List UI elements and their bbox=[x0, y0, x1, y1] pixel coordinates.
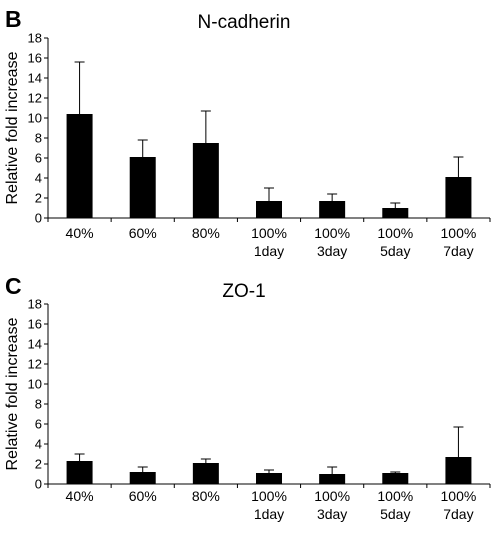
x-category-label: 60% bbox=[129, 488, 157, 504]
x-category-label-line: 100% bbox=[314, 488, 350, 504]
bar bbox=[256, 473, 282, 484]
y-tick-label: 16 bbox=[28, 51, 42, 66]
x-category-label-line: 1day bbox=[254, 506, 284, 522]
chart-panel-c: C ZO-1 Relative fold increase 0 2 4 6 8 10 12 14 16… bbox=[4, 273, 491, 522]
x-category-label: 40% bbox=[66, 225, 94, 241]
bar bbox=[382, 208, 409, 218]
x-category-label-line: 100% bbox=[377, 225, 413, 241]
x-category-label-line: 1day bbox=[254, 243, 284, 259]
bar bbox=[445, 177, 472, 218]
bar bbox=[129, 472, 156, 484]
x-category-label: 80% bbox=[192, 225, 220, 241]
x-category-label: 100% 7day bbox=[441, 225, 477, 259]
chart-title: N-cadherin bbox=[198, 12, 291, 33]
y-axis-label: Relative fold increase bbox=[4, 51, 21, 204]
y-tick-label: 2 bbox=[35, 457, 42, 472]
x-category-label-line: 60% bbox=[129, 488, 157, 504]
y-tick-label: 18 bbox=[28, 297, 42, 312]
y-tick-label: 6 bbox=[35, 417, 42, 432]
x-category-label-line: 100% bbox=[314, 225, 350, 241]
x-category-label-line: 3day bbox=[317, 243, 347, 259]
chart-title: ZO-1 bbox=[222, 281, 265, 302]
x-category-label: 100% 5day bbox=[377, 225, 413, 259]
panel-letter: B bbox=[5, 6, 22, 32]
y-tick-label: 16 bbox=[28, 317, 42, 332]
y-tick-label: 10 bbox=[28, 111, 42, 126]
y-tick-label: 4 bbox=[35, 171, 42, 186]
bar bbox=[382, 473, 409, 484]
x-category-label: 80% bbox=[192, 488, 220, 504]
y-tick-label: 4 bbox=[35, 437, 42, 452]
bar bbox=[192, 463, 219, 484]
x-category-label-line: 100% bbox=[251, 225, 287, 241]
x-category-label-line: 100% bbox=[441, 225, 477, 241]
x-category-label-line: 40% bbox=[66, 225, 94, 241]
x-category-label: 100% 3day bbox=[314, 225, 350, 259]
x-category-label-line: 60% bbox=[129, 225, 157, 241]
x-category-label: 100% 5day bbox=[377, 488, 413, 522]
x-category-label-line: 7day bbox=[443, 243, 473, 259]
x-category-label-line: 5day bbox=[380, 243, 410, 259]
x-category-label-line: 5day bbox=[380, 506, 410, 522]
x-category-label-line: 3day bbox=[317, 506, 347, 522]
x-category-label: 100% 1day bbox=[251, 488, 287, 522]
panel-letter: C bbox=[5, 273, 22, 299]
x-category-label: 100% 3day bbox=[314, 488, 350, 522]
y-tick-label: 10 bbox=[28, 377, 42, 392]
x-category-label-line: 100% bbox=[251, 488, 287, 504]
y-tick-label: 12 bbox=[28, 91, 42, 106]
y-tick-label: 8 bbox=[35, 397, 42, 412]
bar bbox=[66, 114, 93, 218]
y-tick-label: 6 bbox=[35, 151, 42, 166]
bar bbox=[66, 461, 93, 484]
y-tick-label: 12 bbox=[28, 357, 42, 372]
x-category-label: 100% 1day bbox=[251, 225, 287, 259]
x-category-label-line: 100% bbox=[377, 488, 413, 504]
y-tick-label: 18 bbox=[28, 31, 42, 46]
y-tick-label: 0 bbox=[35, 211, 42, 226]
x-category-label-line: 40% bbox=[66, 488, 94, 504]
bar bbox=[192, 143, 219, 218]
x-category-label: 40% bbox=[66, 488, 94, 504]
x-category-label-line: 100% bbox=[441, 488, 477, 504]
y-tick-label: 14 bbox=[28, 337, 42, 352]
bar bbox=[445, 457, 472, 484]
y-axis-label: Relative fold increase bbox=[4, 317, 21, 470]
x-category-label-line: 80% bbox=[192, 488, 220, 504]
bar bbox=[319, 201, 346, 218]
y-tick-label: 2 bbox=[35, 191, 42, 206]
y-tick-label: 14 bbox=[28, 71, 42, 86]
bar bbox=[129, 157, 156, 218]
x-category-label-line: 7day bbox=[443, 506, 473, 522]
y-tick-label: 8 bbox=[35, 131, 42, 146]
x-category-label: 60% bbox=[129, 225, 157, 241]
y-tick-label: 0 bbox=[35, 477, 42, 492]
chart-panel-b: B N-cadherin Relative fold increase 0 2 4 6 8 10… bbox=[4, 6, 491, 259]
bar bbox=[319, 474, 346, 484]
x-category-label-line: 80% bbox=[192, 225, 220, 241]
bar bbox=[256, 201, 282, 218]
x-category-label: 100% 7day bbox=[441, 488, 477, 522]
